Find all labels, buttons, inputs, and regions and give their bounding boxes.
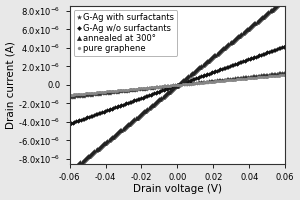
Legend: G-Ag with surfactants, G-Ag w/o surfactants, annealed at 300°, pure graphene: G-Ag with surfactants, G-Ag w/o surfacta… (74, 10, 177, 56)
X-axis label: Drain voltage (V): Drain voltage (V) (133, 184, 222, 194)
G-Ag w/o surfactants (270, 50, 274, 52)
annealed at 300° (265, 13, 268, 15)
G-Ag w/o surfactants (79, 119, 83, 121)
G-Ag with surfactants (68, 96, 71, 98)
G-Ag with surfactants (270, 73, 274, 75)
G-Ag w/o surfactants (269, 50, 272, 53)
pure graphene (115, 89, 119, 92)
pure graphene (151, 86, 154, 88)
G-Ag with surfactants (269, 73, 272, 76)
pure graphene (121, 89, 125, 91)
Line: annealed at 300°: annealed at 300° (68, 0, 287, 173)
Y-axis label: Drain current (A): Drain current (A) (6, 41, 16, 129)
G-Ag with surfactants (121, 90, 125, 92)
G-Ag with surfactants (79, 95, 83, 97)
G-Ag w/o surfactants (121, 103, 125, 106)
annealed at 300° (81, 159, 84, 162)
G-Ag w/o surfactants (115, 106, 119, 108)
pure graphene (284, 74, 287, 76)
annealed at 300° (125, 124, 129, 126)
pure graphene (68, 94, 71, 96)
pure graphene (270, 75, 274, 77)
G-Ag w/o surfactants (68, 123, 71, 125)
annealed at 300° (68, 170, 71, 172)
G-Ag w/o surfactants (151, 93, 154, 95)
G-Ag with surfactants (284, 72, 287, 74)
pure graphene (269, 75, 272, 77)
Line: pure graphene: pure graphene (68, 74, 286, 96)
Line: G-Ag w/o surfactants: G-Ag w/o surfactants (68, 45, 286, 125)
pure graphene (79, 93, 83, 95)
annealed at 300° (272, 7, 276, 9)
G-Ag w/o surfactants (284, 45, 287, 47)
annealed at 300° (76, 163, 80, 165)
G-Ag with surfactants (115, 91, 119, 93)
annealed at 300° (108, 138, 111, 140)
G-Ag with surfactants (151, 87, 154, 89)
Line: G-Ag with surfactants: G-Ag with surfactants (68, 71, 287, 99)
